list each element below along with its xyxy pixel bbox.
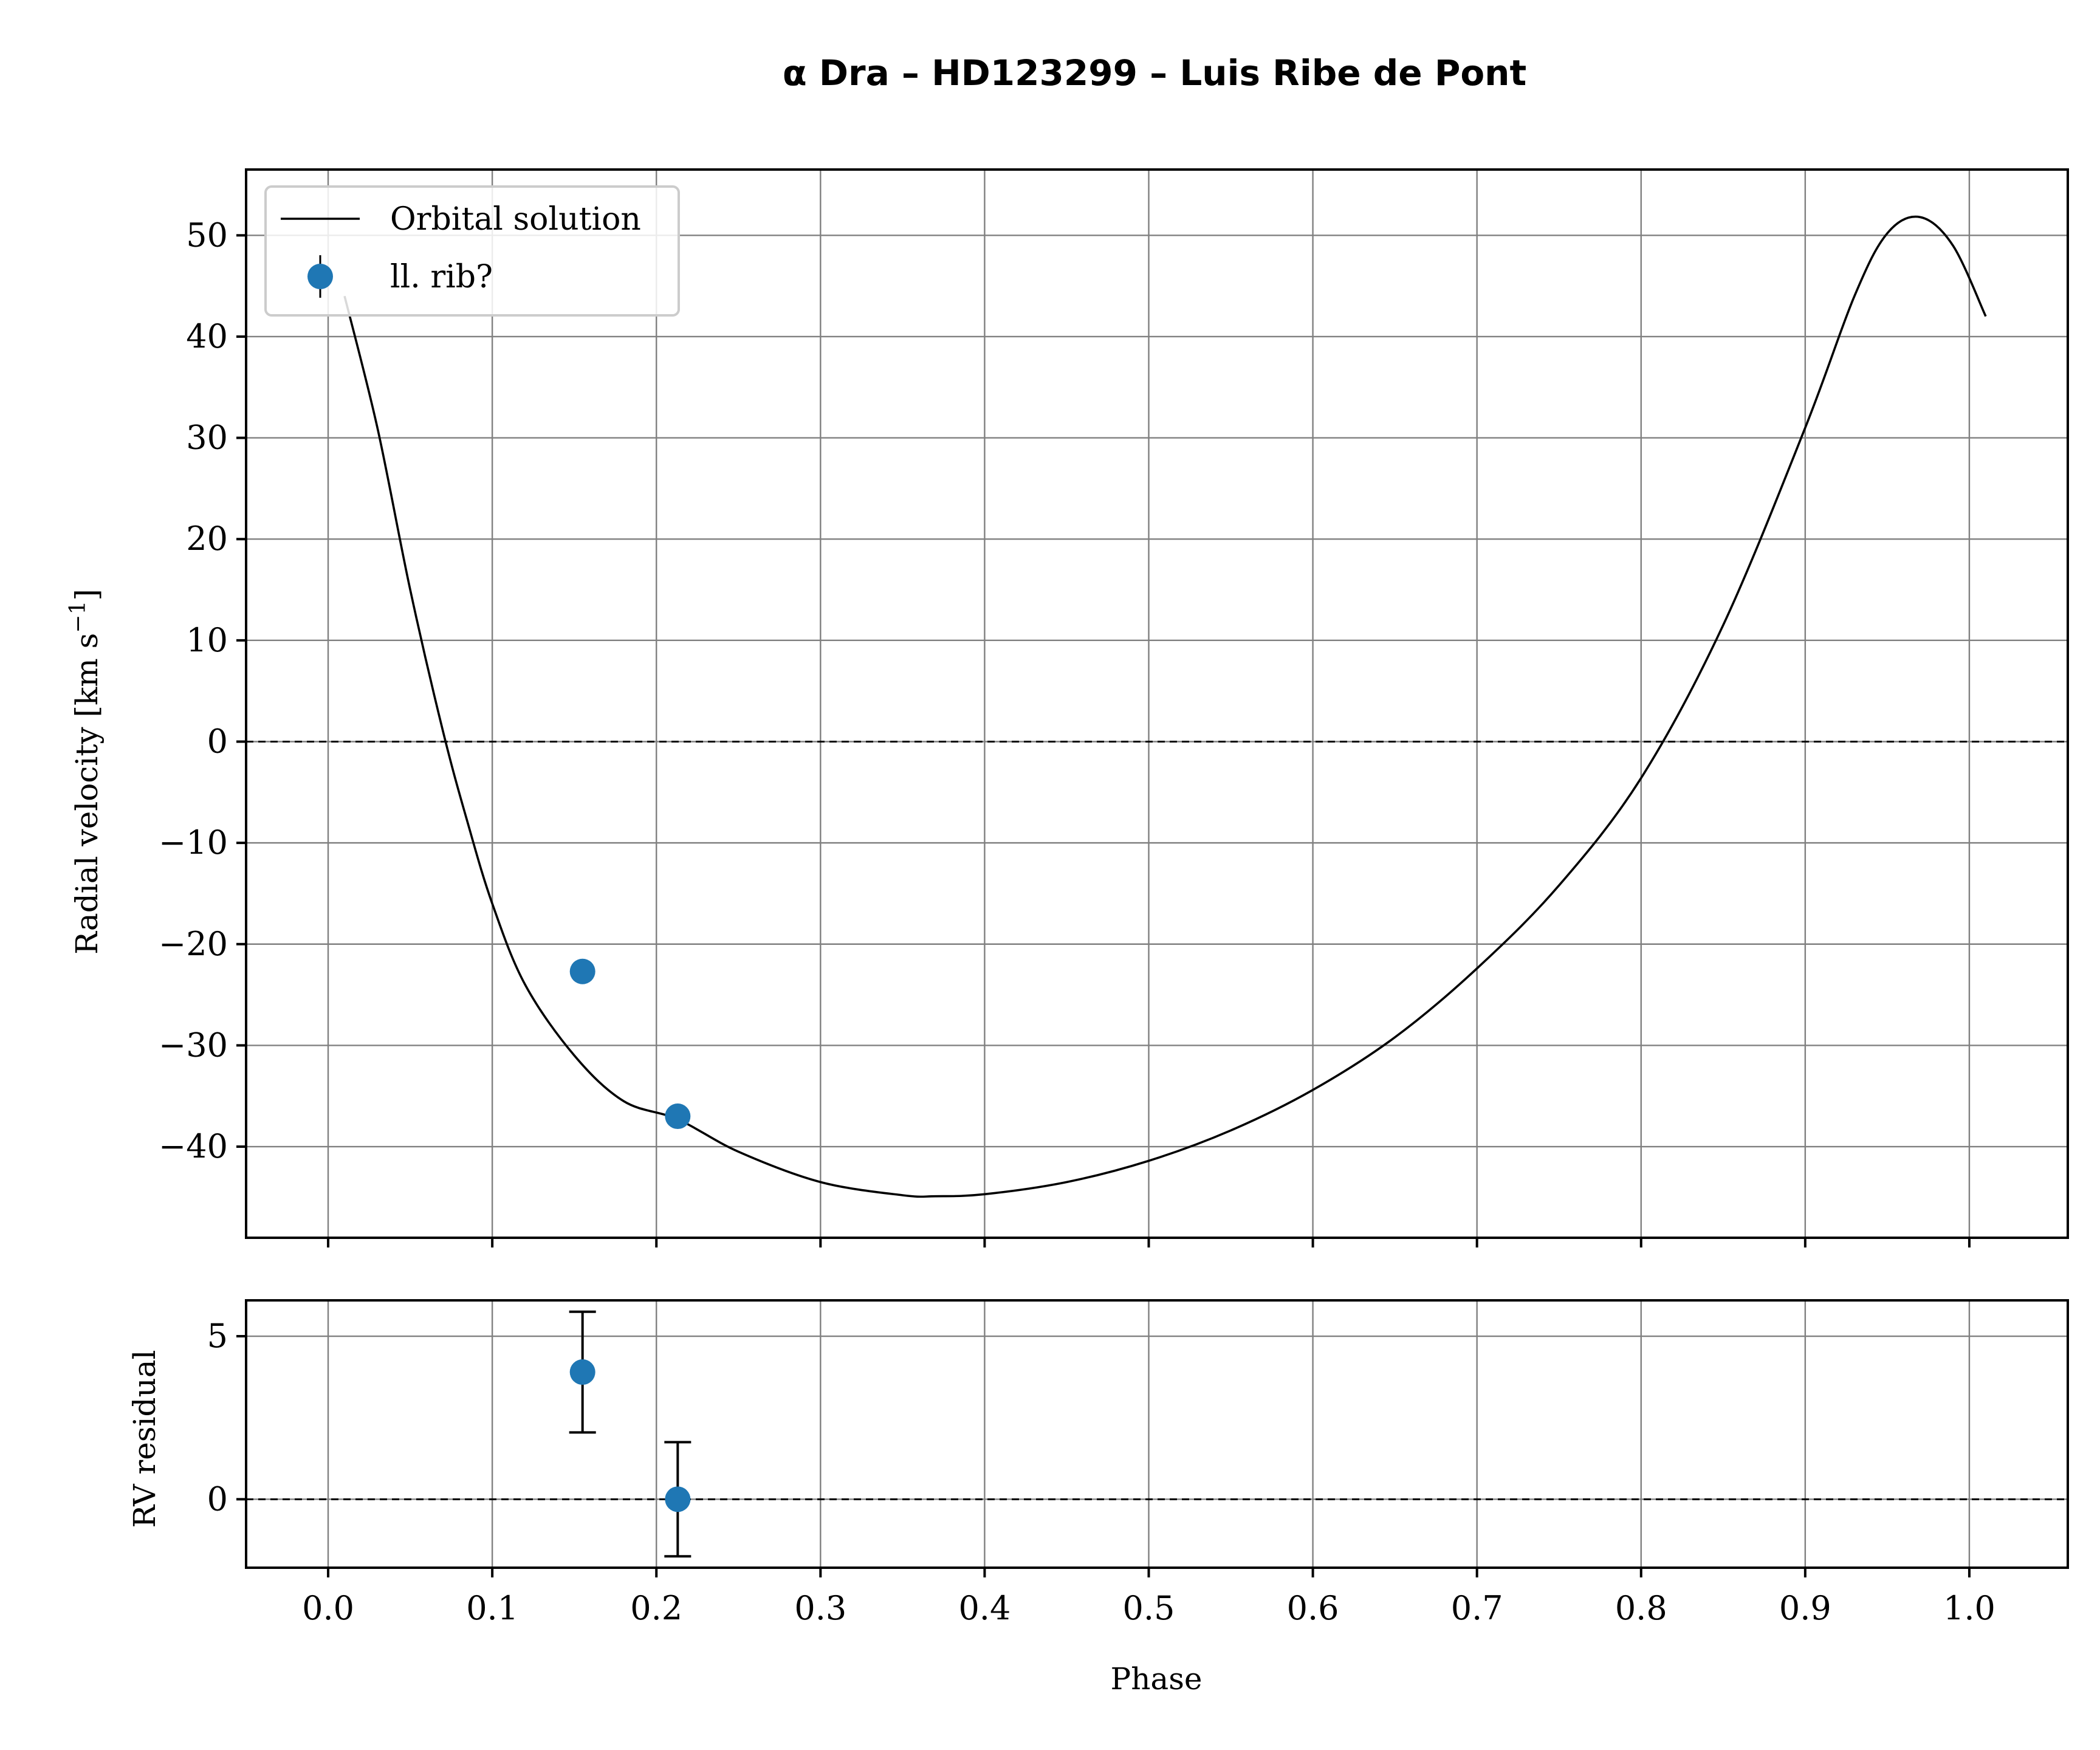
data-point — [665, 1486, 691, 1512]
legend-data-label: ll. rib? — [390, 259, 493, 295]
main-y-axis-label: Radial velocity [km s−1] — [66, 589, 105, 955]
x-tick-label: 0.0 — [302, 1589, 354, 1627]
y-tick-label: 5 — [207, 1317, 228, 1355]
y-tick-label: 20 — [186, 520, 228, 558]
axes-frame — [245, 168, 2069, 1239]
y-tick-label: −40 — [159, 1127, 228, 1165]
data-point — [665, 1103, 691, 1130]
y-tick-label: −30 — [159, 1026, 228, 1064]
y-tick-label: 0 — [207, 1480, 228, 1518]
y-tick-label: 0 — [207, 722, 228, 760]
main-y-axis-label-close: ] — [69, 589, 105, 601]
x-tick-label: 0.6 — [1287, 1589, 1339, 1627]
x-tick-label: 1.0 — [1943, 1589, 1995, 1627]
y-tick-label: 40 — [186, 317, 228, 355]
x-axis-label: Phase — [1111, 1661, 1203, 1697]
x-tick-label: 0.1 — [466, 1589, 518, 1627]
legend-box — [264, 185, 680, 317]
x-tick-label: 0.8 — [1615, 1589, 1667, 1627]
y-tick-label: 30 — [186, 419, 228, 457]
legend-marker-icon — [307, 264, 333, 289]
data-point — [569, 958, 595, 984]
y-tick-label: −10 — [159, 823, 228, 862]
main-y-axis-label-text: Radial velocity [km s — [69, 633, 105, 955]
y-tick-label: −20 — [159, 925, 228, 963]
data-point — [569, 1359, 595, 1385]
axes-frame — [245, 1299, 2069, 1569]
x-tick-label: 0.7 — [1451, 1589, 1503, 1627]
main-y-axis-label-superscript: −1 — [66, 601, 91, 633]
legend-orbital-solution-label: Orbital solution — [390, 201, 641, 238]
orbital-solution-line — [343, 215, 1987, 1198]
residual-panel: 0.0 0.1 0.2 0.3 0.4 0.5 0.6 0.7 0.8 0.9 1.0 0 5 — [207, 1299, 2069, 1627]
x-tick-label: 0.3 — [794, 1589, 846, 1627]
y-tick-label: 50 — [186, 216, 228, 254]
x-tick-label: 0.4 — [958, 1589, 1011, 1627]
x-tick-label: 0.5 — [1123, 1589, 1175, 1627]
y-tick-label: 10 — [186, 621, 228, 659]
legend: Orbital solution ll. rib? — [264, 185, 680, 317]
residual-y-axis-label: RV residual — [127, 1350, 162, 1528]
x-tick-label: 0.9 — [1779, 1589, 1831, 1627]
main-panel: −40 −30 −20 −10 0 10 20 30 40 50 — [159, 168, 2069, 1247]
chart-title: α Dra – HD123299 – Luis Ribe de Pont — [783, 52, 1526, 94]
x-tick-label: 0.2 — [630, 1589, 682, 1627]
